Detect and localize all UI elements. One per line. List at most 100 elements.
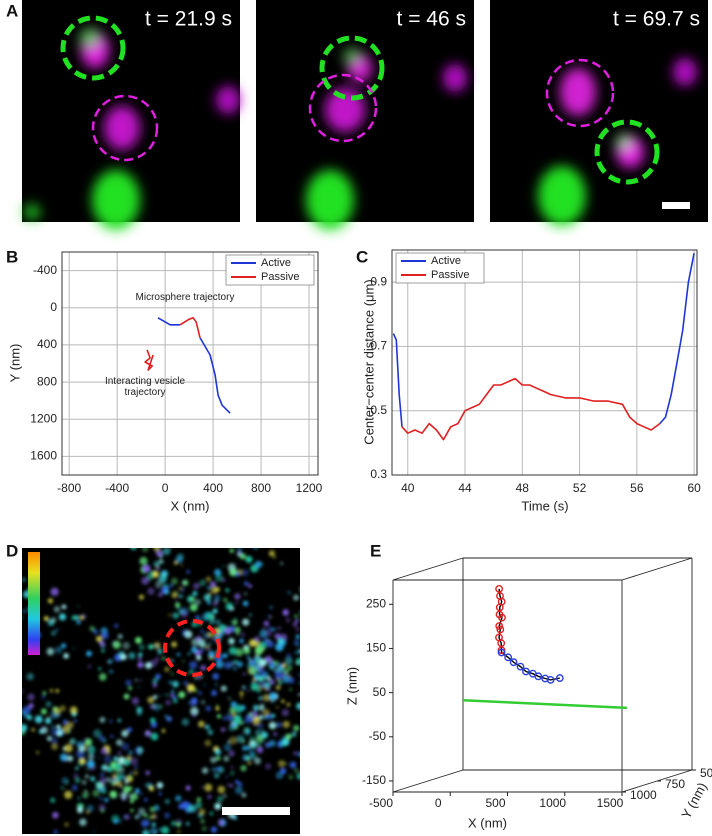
speckle	[296, 657, 300, 666]
speckle	[218, 819, 225, 826]
speckle	[53, 829, 59, 834]
speckle	[53, 606, 61, 613]
speckle	[247, 761, 252, 765]
point	[509, 658, 518, 667]
speckle	[285, 733, 292, 740]
speckle	[173, 698, 178, 704]
speckle	[152, 683, 158, 688]
speckle	[122, 641, 130, 650]
speckle	[267, 626, 273, 632]
speckle	[263, 638, 269, 644]
x-tick-label: -500	[369, 796, 393, 810]
speckle	[229, 568, 238, 577]
point	[497, 648, 506, 657]
speckle	[210, 826, 218, 833]
speckle	[183, 680, 189, 686]
box-edge	[392, 557, 464, 581]
speckle	[264, 715, 268, 719]
speckle	[61, 643, 67, 649]
speckle	[200, 629, 204, 634]
speckle	[223, 661, 232, 670]
speckle	[204, 783, 213, 792]
speckle	[211, 767, 217, 773]
speckle	[8, 703, 14, 709]
speckle	[141, 577, 150, 585]
x-tick-label: 52	[573, 481, 587, 495]
z-tick-label: 150	[366, 641, 386, 655]
speckle	[215, 660, 224, 669]
speckle	[193, 676, 197, 680]
speckle	[69, 706, 78, 714]
speckle	[244, 592, 247, 595]
speckle	[220, 685, 227, 692]
speckle	[254, 636, 260, 642]
speckle	[259, 660, 266, 667]
speckle	[61, 777, 69, 785]
speckle	[209, 811, 214, 816]
speckle	[66, 721, 74, 730]
speckle	[150, 732, 159, 741]
z-tick-label: 50	[373, 685, 387, 699]
speckle	[135, 796, 139, 799]
speckle	[10, 595, 17, 602]
speckle	[302, 661, 306, 665]
speckle	[255, 548, 258, 550]
speckle	[98, 667, 102, 671]
speckle	[116, 739, 123, 746]
speckle	[100, 808, 105, 813]
speckle	[138, 644, 145, 651]
speckle	[67, 755, 74, 762]
speckle	[288, 774, 293, 780]
speckle	[186, 570, 190, 574]
speckle	[282, 609, 289, 616]
speckle	[178, 691, 186, 699]
y-axis-label: Y (nm)	[7, 344, 22, 383]
speckle	[222, 578, 225, 582]
speckle	[129, 793, 138, 801]
speckle	[263, 627, 266, 631]
speckle	[50, 737, 58, 745]
speckle	[194, 598, 201, 606]
speckle	[107, 659, 113, 664]
speckle	[201, 826, 207, 832]
speckle	[282, 663, 287, 668]
speckle	[236, 548, 243, 552]
speckle	[293, 724, 300, 732]
speckle	[138, 657, 142, 661]
speckle	[189, 804, 197, 813]
speckle	[50, 630, 57, 636]
speckle	[214, 803, 218, 806]
speckle	[230, 620, 233, 623]
speckle	[213, 601, 218, 606]
speckle	[144, 782, 150, 788]
speckle	[299, 587, 300, 591]
micrograph-3	[490, 0, 708, 226]
speckle	[179, 595, 182, 598]
speckle	[68, 726, 71, 729]
speckle	[137, 686, 140, 689]
speckle	[205, 612, 214, 621]
speckle	[235, 648, 244, 657]
speckle	[295, 627, 300, 632]
speckle	[261, 730, 264, 733]
speckle	[180, 607, 189, 615]
speckle	[65, 756, 69, 760]
speckle	[213, 595, 221, 602]
speckle	[128, 750, 133, 755]
y-tick-label: 400	[37, 337, 57, 351]
speckle	[215, 683, 218, 686]
speckle	[312, 580, 316, 584]
speckle	[318, 615, 322, 619]
y-tick-label: 0	[50, 300, 57, 314]
speckle	[232, 619, 238, 626]
speckle	[31, 728, 35, 732]
speckle	[250, 682, 259, 691]
speckle	[258, 669, 266, 677]
axes-frame	[61, 251, 319, 476]
y-tick-label: 0.9	[370, 274, 387, 288]
speckle	[90, 776, 96, 782]
speckle	[130, 808, 134, 813]
speckle	[210, 581, 216, 588]
speckle	[289, 761, 297, 769]
